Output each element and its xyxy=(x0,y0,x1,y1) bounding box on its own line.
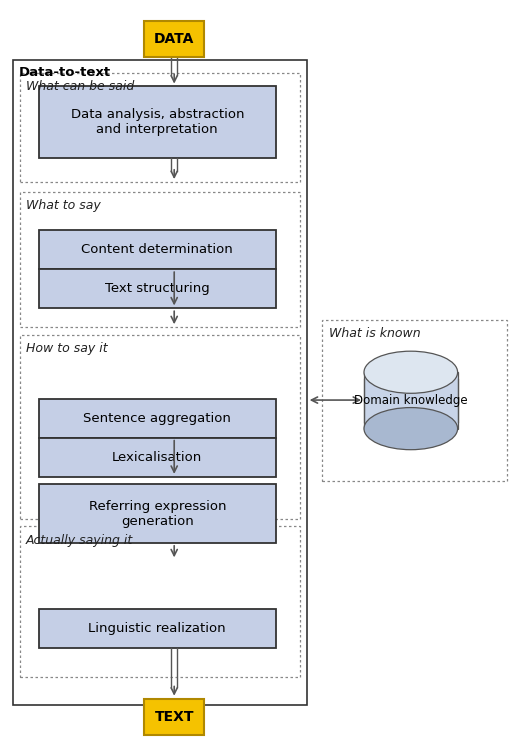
Bar xyxy=(364,372,458,429)
Bar xyxy=(322,320,507,481)
Text: Actually saying it: Actually saying it xyxy=(26,534,133,547)
Text: What is known: What is known xyxy=(329,327,420,340)
Bar xyxy=(39,230,276,269)
Bar xyxy=(145,699,204,735)
Bar xyxy=(39,609,276,648)
Text: Domain knowledge: Domain knowledge xyxy=(354,394,467,407)
Bar xyxy=(39,484,276,543)
Text: DATA: DATA xyxy=(154,32,194,46)
Bar xyxy=(39,86,276,158)
Bar xyxy=(20,73,300,182)
Text: Content determination: Content determination xyxy=(82,243,233,256)
Text: Sentence aggregation: Sentence aggregation xyxy=(83,411,231,425)
Bar xyxy=(39,269,276,308)
Bar xyxy=(13,60,307,705)
Text: Referring expression
generation: Referring expression generation xyxy=(88,499,226,528)
Text: Text structuring: Text structuring xyxy=(105,282,210,296)
Text: Data analysis, abstraction
and interpretation: Data analysis, abstraction and interpret… xyxy=(71,108,244,136)
Bar xyxy=(39,399,276,438)
Bar xyxy=(20,335,300,519)
Text: Linguistic realization: Linguistic realization xyxy=(88,622,226,635)
Text: What can be said: What can be said xyxy=(26,80,134,93)
Text: How to say it: How to say it xyxy=(26,342,108,355)
Text: TEXT: TEXT xyxy=(154,710,194,723)
Ellipse shape xyxy=(364,408,458,450)
Bar xyxy=(145,21,204,57)
Bar xyxy=(20,526,300,677)
Ellipse shape xyxy=(364,351,458,393)
Text: Lexicalisation: Lexicalisation xyxy=(112,450,202,464)
Bar xyxy=(39,438,276,477)
Text: Data-to-text: Data-to-text xyxy=(19,66,111,79)
Text: What to say: What to say xyxy=(26,199,101,212)
Bar xyxy=(20,192,300,327)
